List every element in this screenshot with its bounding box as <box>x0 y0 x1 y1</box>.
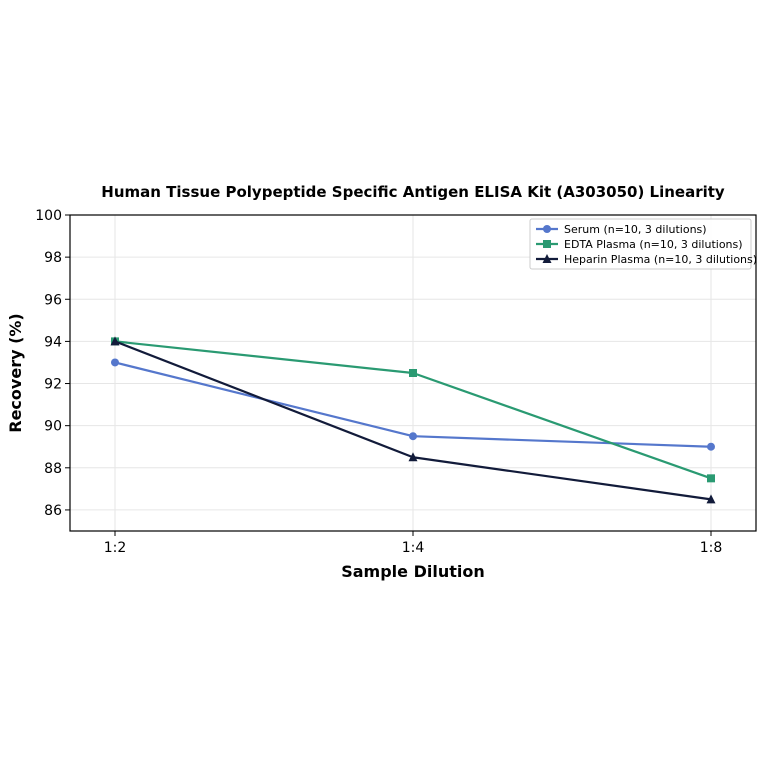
data-point <box>706 494 716 504</box>
legend-label: Heparin Plasma (n=10, 3 dilutions) <box>564 253 757 266</box>
y-tick-label: 98 <box>44 250 62 266</box>
x-tick-label: 1:8 <box>700 540 723 556</box>
y-tick-label: 92 <box>44 377 62 393</box>
data-point <box>409 369 417 377</box>
x-tick-label: 1:4 <box>402 540 425 556</box>
y-tick-label: 86 <box>44 503 62 519</box>
axes: 86 88 90 92 94 96 98 100 1:2 1:4 1:8 <box>35 208 722 556</box>
y-tick-label: 88 <box>44 461 62 477</box>
data-point <box>409 432 417 441</box>
y-tick-label: 100 <box>35 208 62 224</box>
y-tick-label: 96 <box>44 292 62 308</box>
legend-box <box>529 218 752 270</box>
data-point <box>707 474 715 483</box>
legend-marker <box>542 254 552 263</box>
legend-item: Heparin Plasma (n=10, 3 dilutions) <box>536 253 757 266</box>
legend-marker <box>543 240 551 248</box>
data-point <box>408 452 418 462</box>
series-layer <box>110 336 716 504</box>
y-tick-label: 94 <box>44 334 62 350</box>
legend: Serum (n=10, 3 dilutions) EDTA Plasma (n=… <box>529 218 757 270</box>
x-axis-label: Sample Dilution <box>341 562 485 581</box>
legend-item: EDTA Plasma (n=10, 3 dilutions) <box>536 238 743 251</box>
legend-label: Serum (n=10, 3 dilutions) <box>564 223 707 236</box>
data-point <box>111 358 119 367</box>
legend-label: EDTA Plasma (n=10, 3 dilutions) <box>564 238 743 251</box>
y-axis-label: Recovery (%) <box>6 313 25 432</box>
y-tick-label: 90 <box>44 419 62 435</box>
x-tick-label: 1:2 <box>104 540 127 556</box>
legend-item: Serum (n=10, 3 dilutions) <box>536 223 707 236</box>
series-3 <box>110 336 716 504</box>
data-point <box>110 336 120 346</box>
data-point <box>707 442 715 451</box>
chart-title: Human Tissue Polypeptide Specific Antige… <box>101 183 725 201</box>
legend-marker <box>543 225 551 233</box>
